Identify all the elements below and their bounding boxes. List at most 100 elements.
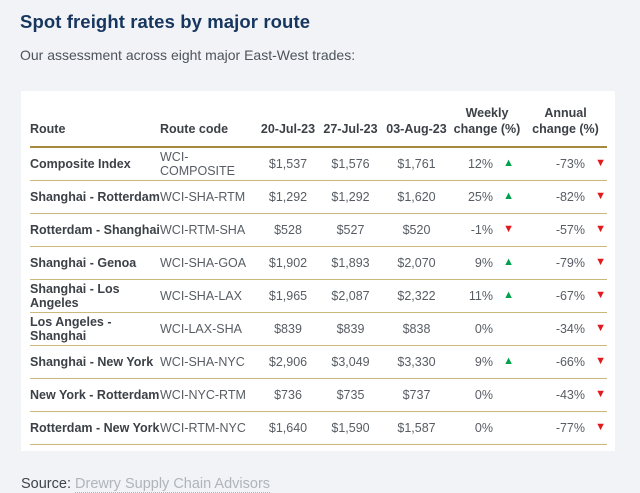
weekly-trend-arrow-icon: ▲ bbox=[503, 256, 514, 268]
weekly-change-cell: 11% ▲ bbox=[450, 289, 524, 303]
column-header-27jul: 27-Jul-23 bbox=[323, 122, 378, 137]
route-code: WCI-NYC-RTM bbox=[160, 387, 246, 402]
weekly-change-value: 12% bbox=[467, 156, 493, 171]
annual-change-cell: -67% ▼ bbox=[524, 289, 607, 303]
rate-27jul: $839 bbox=[336, 321, 365, 336]
annual-change-value: -67% bbox=[555, 288, 585, 303]
annual-change-value: -73% bbox=[555, 156, 585, 171]
annual-change-value: -82% bbox=[555, 189, 585, 204]
annual-trend-arrow-icon: ▼ bbox=[595, 388, 606, 400]
rate-20jul: $839 bbox=[274, 321, 302, 336]
annual-trend-arrow-icon: ▼ bbox=[595, 190, 606, 202]
route-name: Shanghai - Rotterdam bbox=[30, 189, 160, 204]
rate-20jul: $1,292 bbox=[268, 189, 308, 204]
route-name: Los Angeles - Shanghai bbox=[30, 314, 112, 343]
annual-trend-arrow-icon: ▼ bbox=[595, 322, 606, 334]
route-code: WCI-RTM-SHA bbox=[160, 222, 246, 237]
route-name: New York - Rotterdam bbox=[30, 387, 160, 402]
route-code: WCI-SHA-LAX bbox=[160, 288, 242, 303]
weekly-change-cell: 9% ▲ bbox=[450, 355, 524, 369]
rate-27jul: $2,087 bbox=[331, 288, 370, 303]
weekly-change-value: 25% bbox=[467, 189, 493, 204]
annual-change-cell: -77% ▼ bbox=[524, 421, 607, 435]
source-line: Source: Drewry Supply Chain Advisors bbox=[21, 475, 620, 493]
annual-trend-arrow-icon: ▼ bbox=[595, 355, 606, 367]
rate-27jul: $1,590 bbox=[331, 420, 370, 435]
route-name: Rotterdam - New York bbox=[30, 420, 160, 435]
weekly-change-value: 9% bbox=[474, 354, 493, 369]
route-name: Shanghai - Genoa bbox=[30, 255, 137, 270]
weekly-change-cell: 9% ▲ bbox=[450, 256, 524, 270]
table-row-new-york-rotterdam: New York - Rotterdam WCI-NYC-RTM $736 $7… bbox=[30, 379, 607, 412]
weekly-change-value: 9% bbox=[474, 255, 493, 270]
rates-table-card: Route Route code 20-Jul-23 27-Jul-23 03-… bbox=[21, 91, 615, 451]
rate-20jul: $1,640 bbox=[268, 420, 308, 435]
annual-change-cell: -82% ▼ bbox=[524, 190, 607, 204]
rate-20jul: $736 bbox=[274, 387, 302, 402]
weekly-change-cell: 0% bbox=[450, 322, 524, 336]
annual-change-value: -43% bbox=[555, 387, 585, 402]
column-header-route-code: Route code bbox=[160, 122, 229, 137]
route-code: WCI-SHA-GOA bbox=[160, 255, 247, 270]
annual-change-value: -79% bbox=[555, 255, 585, 270]
column-header-route: Route bbox=[30, 122, 66, 137]
route-code: WCI-LAX-SHA bbox=[160, 321, 242, 336]
weekly-change-value: 0% bbox=[474, 420, 493, 435]
rate-20jul: $1,537 bbox=[268, 156, 308, 171]
annual-trend-arrow-icon: ▼ bbox=[595, 157, 606, 169]
weekly-trend-arrow-icon: ▲ bbox=[503, 190, 514, 202]
annual-trend-arrow-icon: ▼ bbox=[595, 421, 606, 433]
weekly-change-value: -1% bbox=[470, 222, 493, 237]
weekly-change-value: 11% bbox=[468, 288, 493, 303]
page-subtitle: Our assessment across eight major East-W… bbox=[20, 47, 356, 63]
rate-03aug: $1,761 bbox=[397, 156, 436, 171]
route-name: Rotterdam - Shanghai bbox=[30, 222, 160, 237]
route-name: Shanghai - Los Angeles bbox=[30, 281, 120, 310]
annual-change-value: -57% bbox=[555, 222, 585, 237]
table-row-shanghai-los-angeles: Shanghai - Los Angeles WCI-SHA-LAX $1,96… bbox=[30, 280, 607, 313]
weekly-trend-arrow-icon: ▲ bbox=[503, 157, 514, 169]
rate-27jul: $3,049 bbox=[331, 354, 370, 369]
table-row-shanghai-rotterdam: Shanghai - Rotterdam WCI-SHA-RTM $1,292 … bbox=[30, 181, 607, 214]
rate-20jul: $2,906 bbox=[268, 354, 308, 369]
rate-03aug: $3,330 bbox=[397, 354, 436, 369]
source-link[interactable]: Drewry Supply Chain Advisors bbox=[75, 475, 271, 493]
annual-change-cell: -57% ▼ bbox=[524, 223, 607, 237]
annual-change-cell: -43% ▼ bbox=[524, 388, 607, 402]
annual-trend-arrow-icon: ▼ bbox=[595, 256, 606, 268]
annual-change-value: -77% bbox=[555, 420, 585, 435]
table-row-rotterdam-shanghai: Rotterdam - Shanghai WCI-RTM-SHA $528 $5… bbox=[30, 214, 607, 247]
rate-27jul: $1,893 bbox=[331, 255, 370, 270]
route-name: Composite Index bbox=[30, 156, 131, 171]
route-code: WCI-SHA-RTM bbox=[160, 189, 246, 204]
column-header-03aug: 03-Aug-23 bbox=[386, 122, 447, 137]
table-row-composite-index: Composite Index WCI-COMPOSITE $1,537 $1,… bbox=[30, 148, 607, 181]
source-label: Source: bbox=[21, 475, 71, 492]
weekly-trend-arrow-icon: ▲ bbox=[503, 355, 514, 367]
column-header-20jul: 20-Jul-23 bbox=[260, 122, 316, 137]
annual-change-cell: -79% ▼ bbox=[524, 256, 607, 270]
table-row-los-angeles-shanghai: Los Angeles - Shanghai WCI-LAX-SHA $839 … bbox=[30, 313, 607, 346]
weekly-trend-arrow-icon: ▼ bbox=[503, 223, 514, 235]
annual-change-cell: -66% ▼ bbox=[524, 355, 607, 369]
page-title: Spot freight rates by major route bbox=[20, 11, 311, 32]
rate-27jul: $735 bbox=[336, 387, 365, 402]
annual-trend-arrow-icon: ▼ bbox=[595, 223, 606, 235]
annual-change-cell: -34% ▼ bbox=[524, 322, 607, 336]
rate-03aug: $1,587 bbox=[397, 420, 436, 435]
weekly-change-cell: 12% ▲ bbox=[450, 157, 524, 171]
rate-03aug: $2,322 bbox=[397, 288, 436, 303]
rate-20jul: $1,902 bbox=[268, 255, 308, 270]
rate-03aug: $737 bbox=[402, 387, 431, 402]
weekly-trend-arrow-icon: ▲ bbox=[503, 289, 514, 301]
weekly-change-value: 0% bbox=[474, 387, 493, 402]
rate-27jul: $1,576 bbox=[331, 156, 370, 171]
route-code: WCI-COMPOSITE bbox=[160, 149, 236, 178]
rate-03aug: $520 bbox=[402, 222, 431, 237]
table-row-shanghai-new-york: Shanghai - New York WCI-SHA-NYC $2,906 $… bbox=[30, 346, 607, 379]
weekly-change-cell: 0% bbox=[450, 388, 524, 402]
weekly-change-value: 0% bbox=[474, 321, 493, 336]
weekly-change-cell: -1% ▼ bbox=[450, 223, 524, 237]
route-code: WCI-SHA-NYC bbox=[160, 354, 245, 369]
